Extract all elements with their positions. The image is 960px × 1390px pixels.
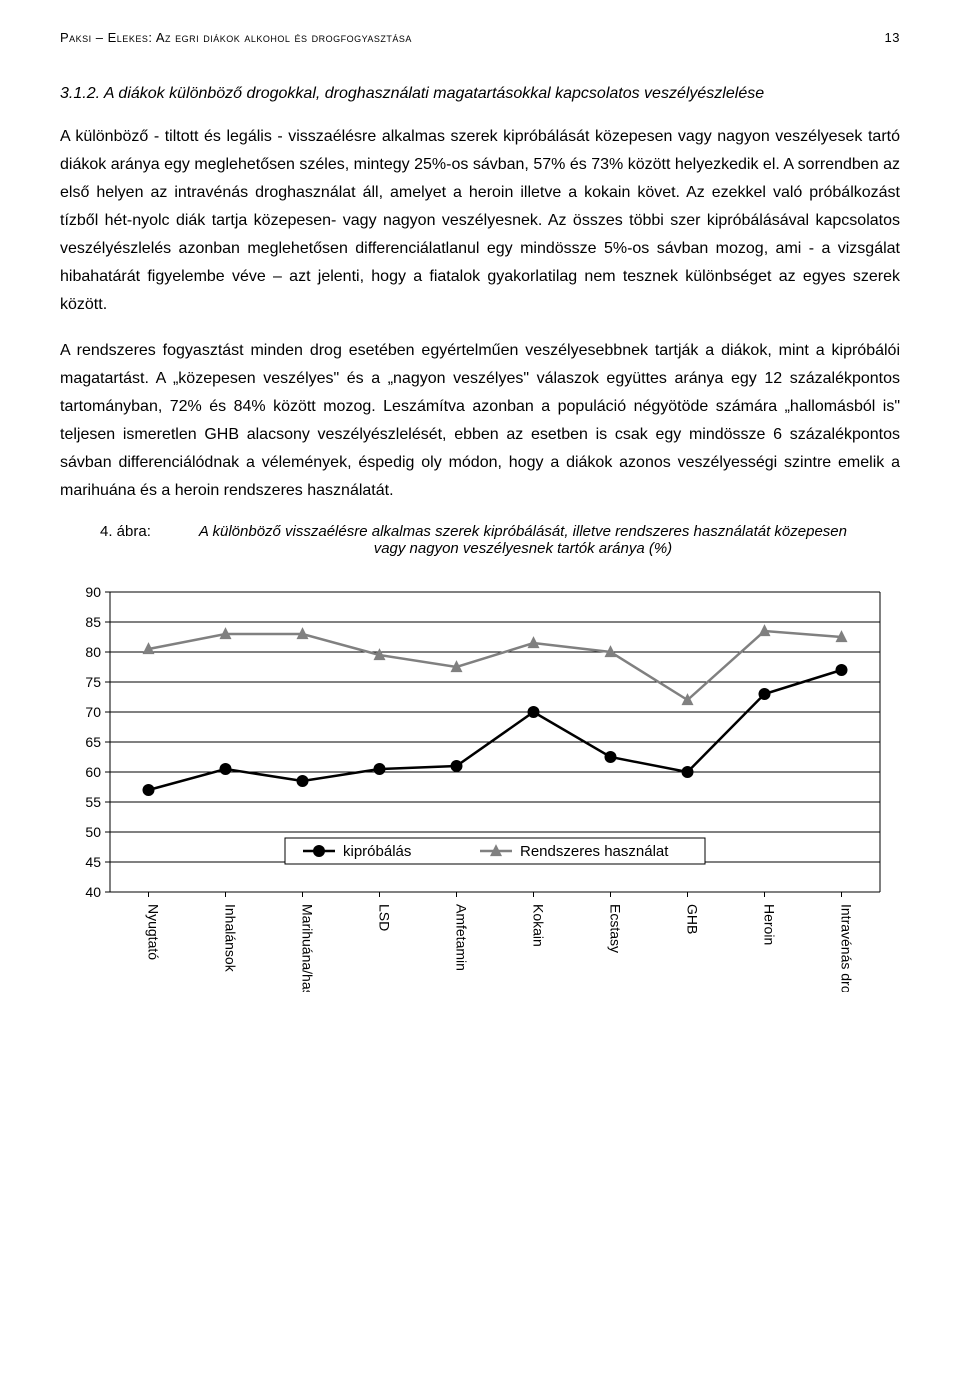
paragraph-1: A különböző - tiltott és legális - vissz… [60, 123, 900, 319]
figure-label: 4. ábra: [100, 523, 151, 557]
svg-text:Ecstasy: Ecstasy [608, 904, 624, 953]
svg-text:kipróbálás: kipróbálás [343, 843, 411, 860]
svg-text:LSD: LSD [377, 904, 393, 931]
svg-text:55: 55 [85, 794, 101, 810]
header-title: Paksi – Elekes: Az egri diákok alkohol é… [60, 30, 412, 45]
svg-text:Marihuána/hasis: Marihuána/hasis [300, 904, 316, 992]
svg-text:GHB: GHB [685, 904, 701, 934]
svg-text:90: 90 [85, 584, 101, 600]
svg-text:85: 85 [85, 614, 101, 630]
svg-text:Kokain: Kokain [531, 904, 547, 947]
svg-text:75: 75 [85, 674, 101, 690]
svg-text:70: 70 [85, 704, 101, 720]
svg-text:Rendszeres használat: Rendszeres használat [520, 843, 669, 860]
svg-text:Amfetamin: Amfetamin [454, 904, 470, 971]
chart-svg: 40 45 50 55 60 65 70 75 80 85 90 Nyugtató Inhalánsok… [60, 582, 900, 992]
svg-text:Heroin: Heroin [762, 904, 778, 945]
svg-text:65: 65 [85, 734, 101, 750]
page-header: Paksi – Elekes: Az egri diákok alkohol é… [60, 30, 900, 45]
paragraph-2: A rendszeres fogyasztást minden drog ese… [60, 337, 900, 505]
page-number: 13 [885, 30, 900, 45]
svg-text:60: 60 [85, 764, 101, 780]
svg-text:Inhalánsok: Inhalánsok [223, 904, 239, 973]
figure-caption: 4. ábra: A különböző visszaélésre alkalm… [60, 523, 900, 557]
svg-text:40: 40 [85, 884, 101, 900]
svg-text:Nyugtató: Nyugtató [146, 904, 162, 960]
svg-text:45: 45 [85, 854, 101, 870]
line-chart: 40 45 50 55 60 65 70 75 80 85 90 Nyugtató Inhalánsok… [60, 582, 900, 992]
svg-text:80: 80 [85, 644, 101, 660]
section-heading: A diákok különböző drogokkal, droghaszná… [104, 85, 764, 102]
svg-text:Intravénás drog: Intravénás drog [839, 904, 855, 992]
section-number: 3.1.2. [60, 85, 100, 102]
svg-text:50: 50 [85, 824, 101, 840]
figure-description: A különböző visszaélésre alkalmas szerek… [186, 523, 900, 557]
section-title: 3.1.2. A diákok különböző drogokkal, dro… [60, 85, 900, 103]
